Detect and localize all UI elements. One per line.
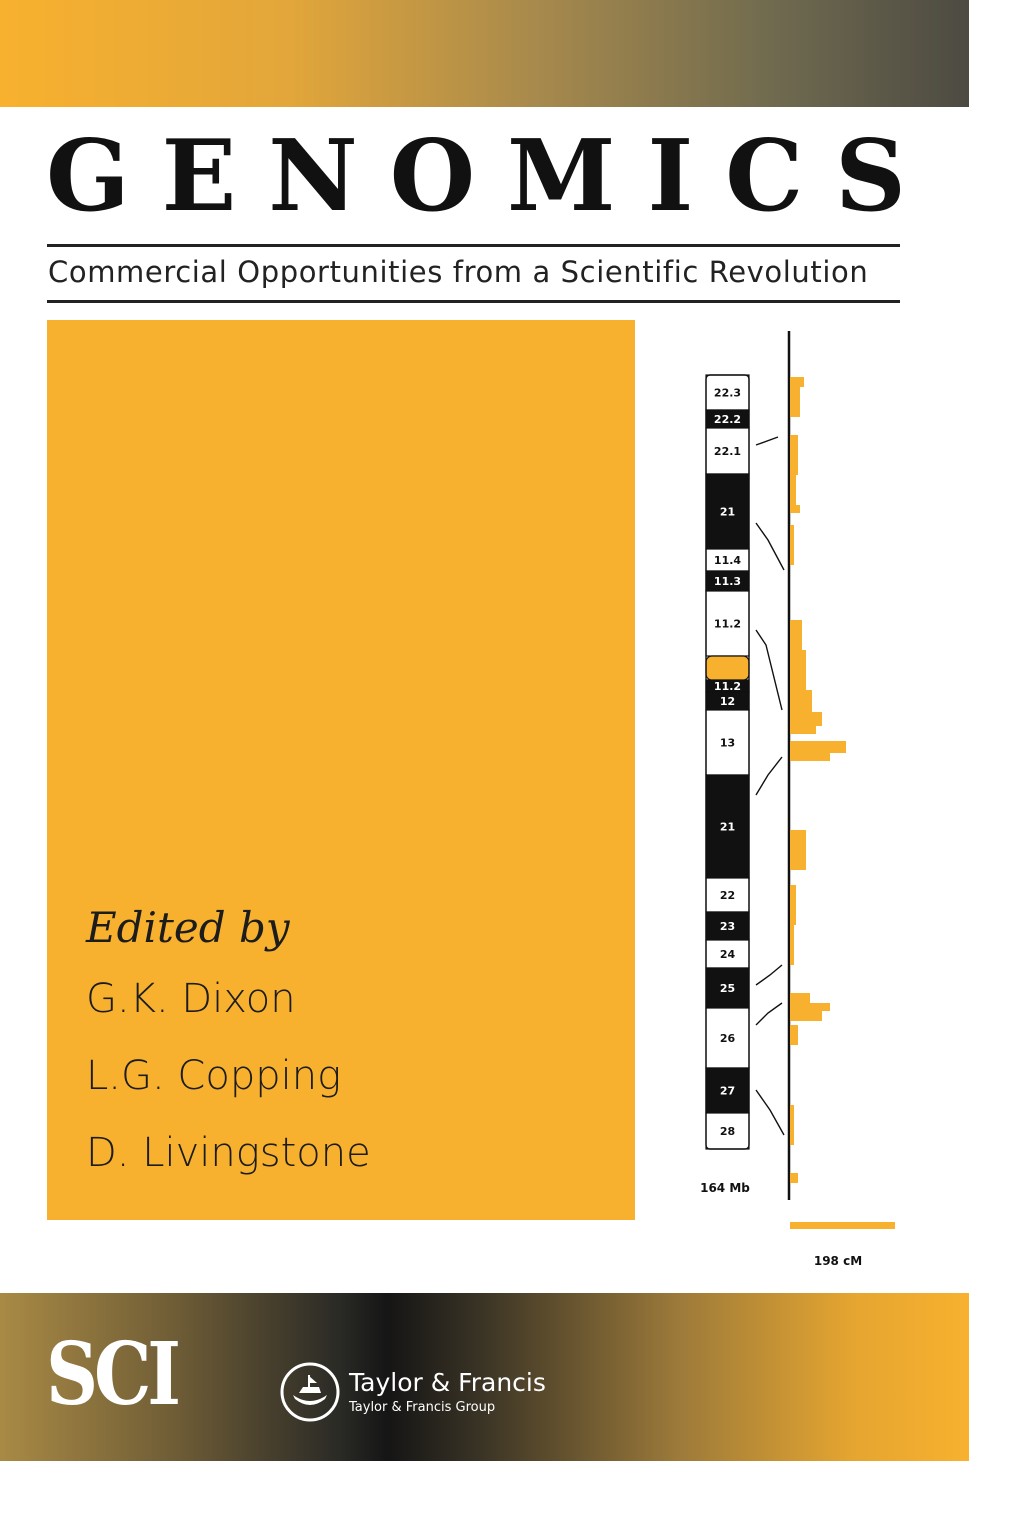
title-letter: O — [389, 119, 476, 234]
chromosome-band-label: 22.1 — [714, 445, 741, 458]
marker-density-histogram — [790, 377, 895, 1229]
publisher-group: Taylor & Francis Group — [349, 1400, 496, 1415]
title-letter: C — [725, 119, 804, 234]
bottom-gradient-band — [0, 1293, 969, 1461]
editor-name: G.K. Dixon — [86, 975, 296, 1022]
chromosome-band-label: 11.2 — [714, 618, 741, 631]
chromosome-band-label: 11.2 — [714, 680, 741, 693]
taylor-francis-logo-icon — [280, 1362, 340, 1422]
chromosome-band — [705, 473, 750, 550]
chromosome-band — [705, 877, 750, 913]
chromosome-band — [705, 427, 750, 475]
centromere — [705, 655, 750, 681]
title-letter: I — [647, 119, 694, 234]
chromosome-band-label: 12 — [720, 695, 735, 708]
genetic-length-label: 198 cM — [814, 1254, 862, 1268]
chromosome-ideogram: 22.3 22.2 22.1 21 11.4 11.3 11.2 11.2 12 13 21 22 23… — [690, 325, 910, 1285]
editor-name: L.G. Copping — [86, 1052, 342, 1099]
chromosome-band-label: 26 — [720, 1032, 736, 1045]
subtitle-top-rule — [47, 244, 900, 247]
editor-block: Edited by G.K. Dixon L.G. Copping D. Liv… — [86, 900, 606, 1191]
top-gradient-band — [0, 0, 969, 107]
chromosome-band-label: 11.4 — [714, 554, 741, 567]
book-title: G E N O M I C S — [46, 122, 906, 232]
band-connector-lines — [755, 436, 785, 1136]
chromosome-band-label: 21 — [720, 506, 735, 519]
book-subtitle: Commercial Opportunities from a Scientif… — [48, 255, 869, 289]
title-letter: E — [161, 119, 237, 234]
chromosome-band-label: 28 — [720, 1125, 735, 1138]
chromosome-band-label: 24 — [720, 948, 736, 961]
title-letter: G — [46, 119, 130, 234]
subtitle-bottom-rule — [47, 300, 900, 303]
edited-by-label: Edited by — [86, 903, 290, 952]
publisher-name: Taylor & Francis — [349, 1368, 546, 1397]
editor-name: D. Livingstone — [86, 1129, 371, 1176]
chromosome-band-label: 22 — [720, 889, 735, 902]
chromosome-band — [705, 374, 750, 411]
sci-logo: SCI — [46, 1324, 181, 1425]
chromosome-band-label: 25 — [720, 982, 735, 995]
editor-panel — [47, 320, 635, 1220]
chromosome-outline — [705, 374, 750, 1150]
chromosome-band — [705, 967, 750, 1009]
chromosome-band-label: 11.3 — [714, 575, 741, 588]
title-letter: S — [835, 119, 906, 234]
chromosome-band-label: 27 — [720, 1085, 735, 1098]
chromosome-band-label: 22.3 — [714, 387, 741, 400]
chromosome-ideogram-graphic: 22.3 22.2 22.1 21 11.4 11.3 11.2 11.2 12 13 21 22 23… — [700, 331, 895, 1268]
chromosome-band-label: 21 — [720, 821, 735, 834]
chromosome-band-label: 22.2 — [714, 413, 741, 426]
chromosome-band-label: 23 — [720, 920, 735, 933]
title-letter: N — [268, 119, 358, 234]
title-letter: M — [507, 119, 616, 234]
chromosome-band — [705, 939, 750, 969]
chromosome-band — [705, 1007, 750, 1069]
physical-length-label: 164 Mb — [700, 1181, 750, 1195]
chromosome-band-label: 13 — [720, 737, 735, 750]
chromosome-band — [705, 709, 750, 776]
